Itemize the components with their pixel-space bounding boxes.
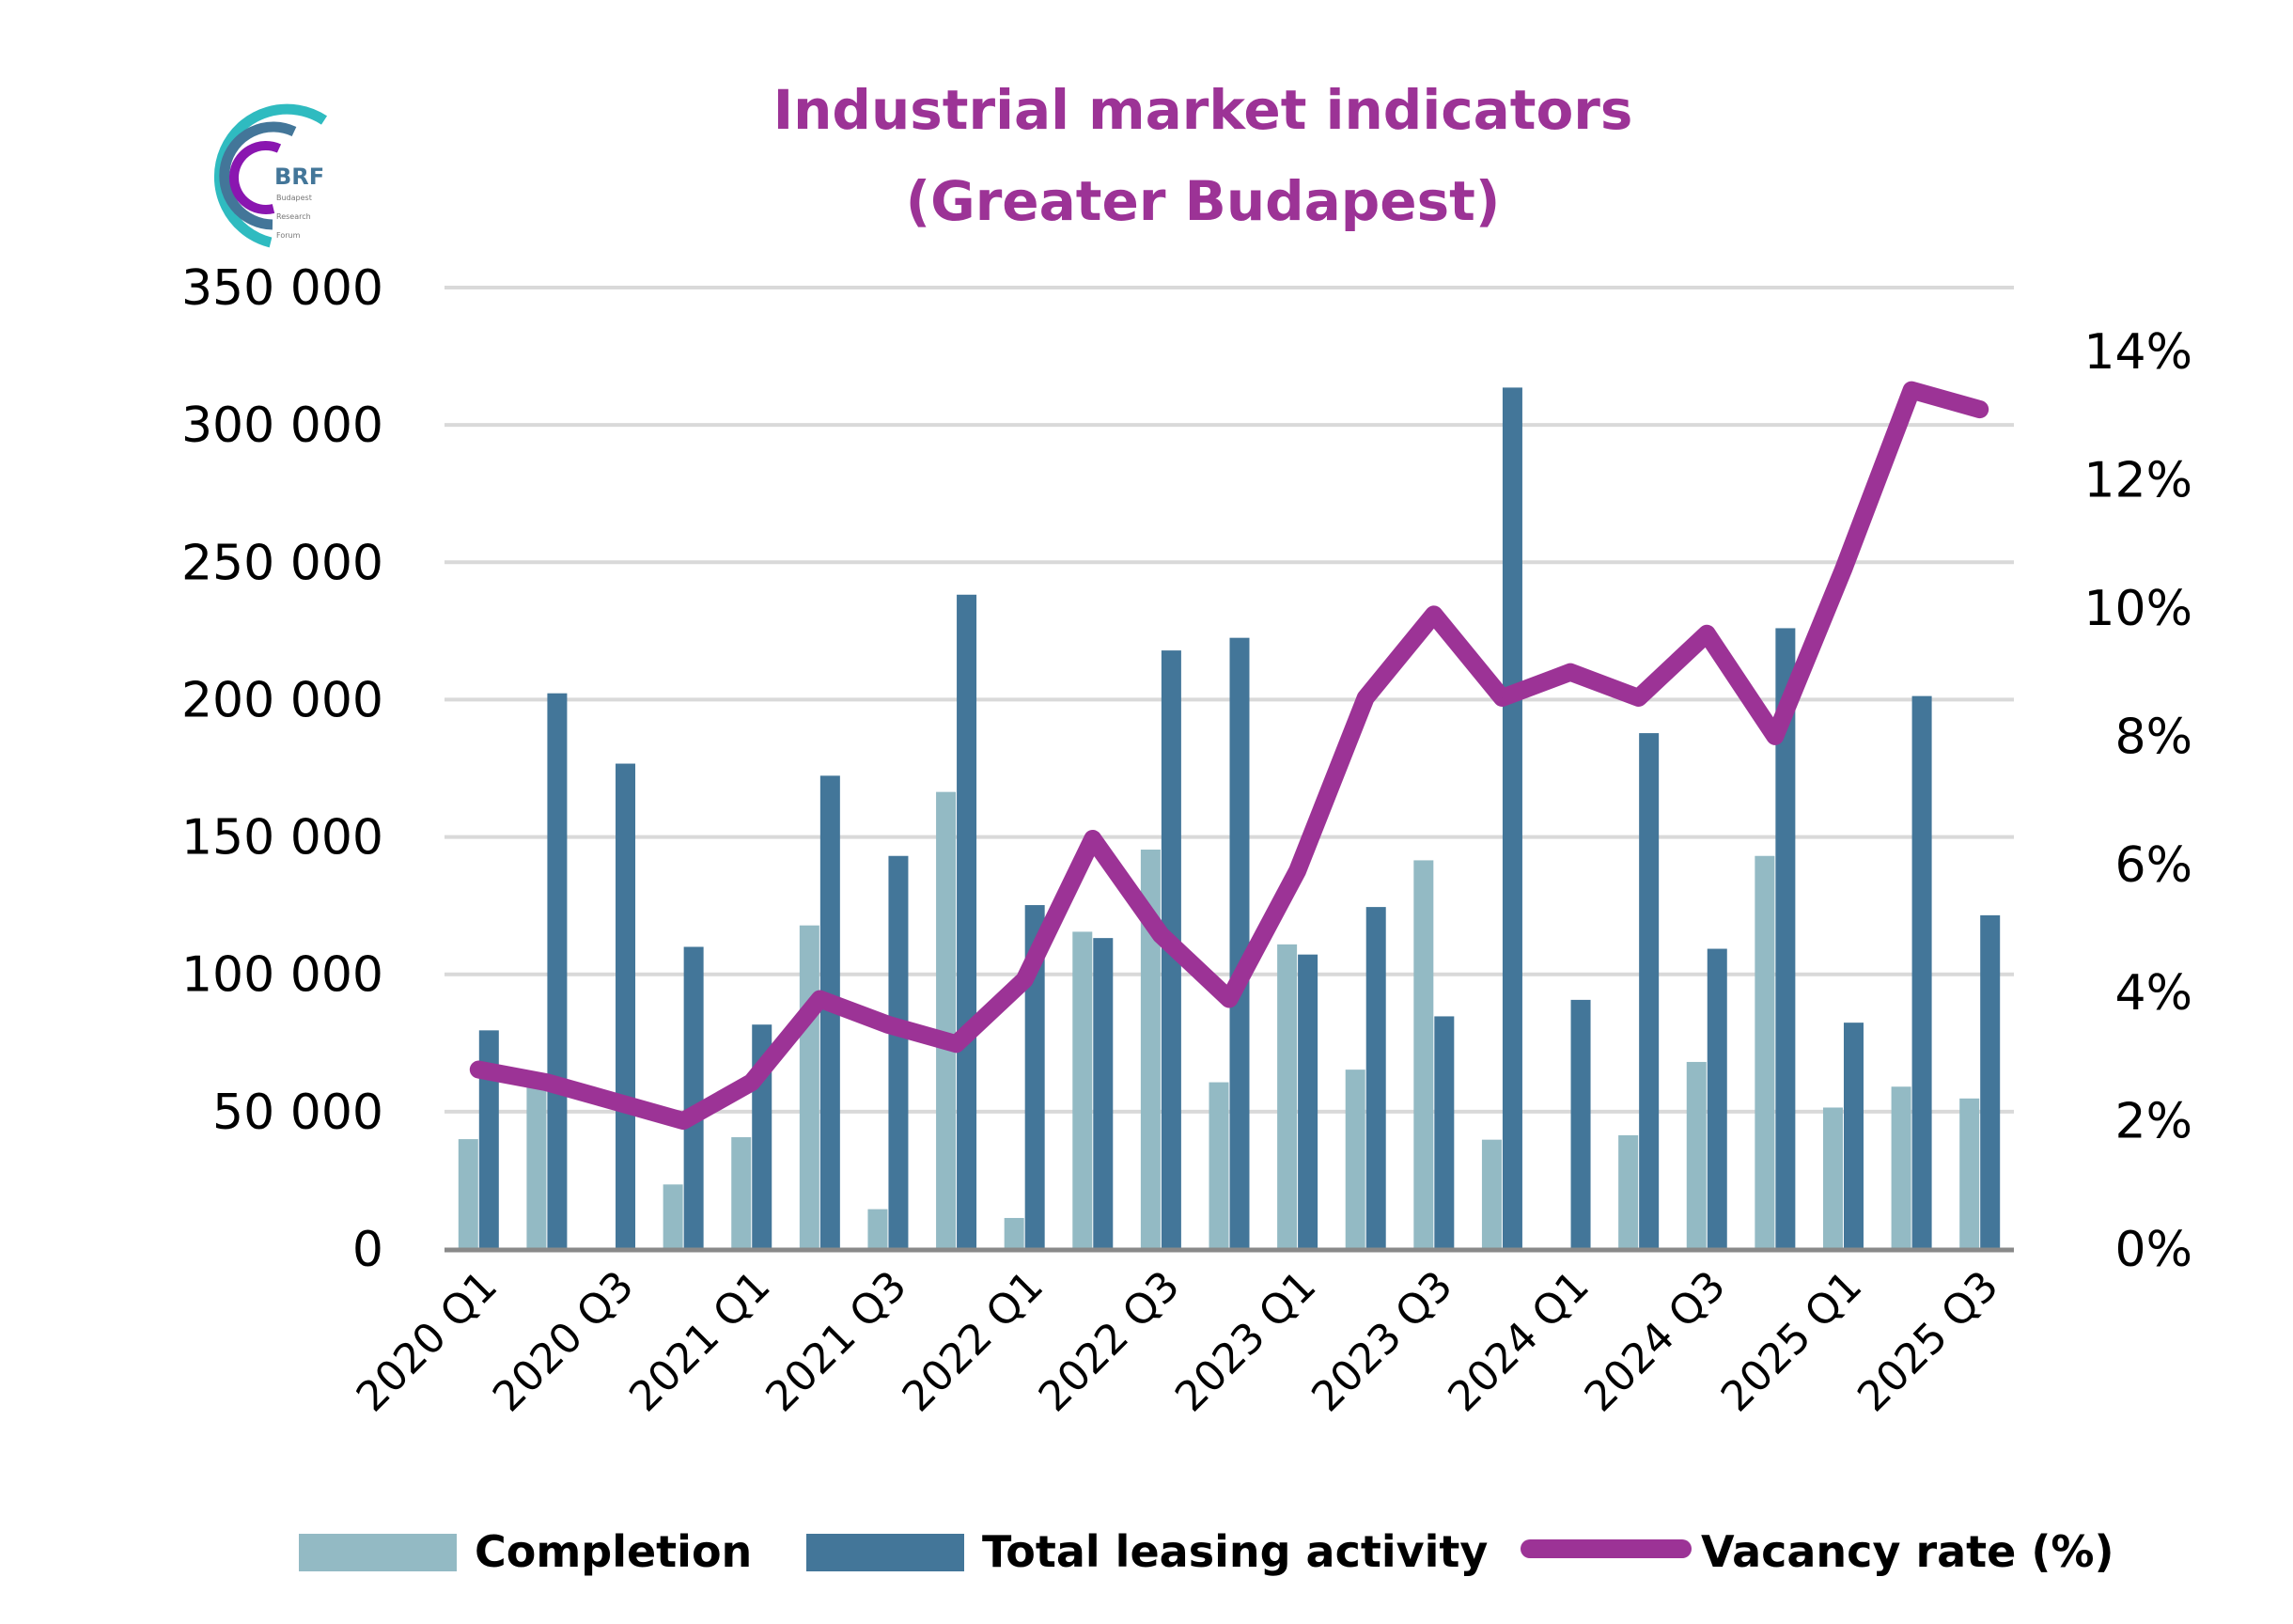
completion-bar <box>1140 850 1161 1249</box>
completion-bar <box>1755 855 1775 1249</box>
legend-swatch-completion <box>299 1534 457 1571</box>
y-left-tick-label: 350 000 <box>181 260 383 317</box>
chart-title: Industrial market indicators <box>773 78 1633 142</box>
leasing-bar <box>1775 628 1796 1249</box>
bars <box>458 387 2001 1250</box>
legend: Completion Total leasing activity Vacanc… <box>299 1526 2114 1577</box>
completion-bar <box>663 1184 683 1249</box>
chart-subtitle: (Greater Budapest) <box>906 169 1501 233</box>
completion-bar <box>1686 1061 1707 1249</box>
y-left-tick-label: 300 000 <box>181 398 383 454</box>
y-axis-left: 0 50 000 100 000 150 000 200 000 250 000 300 0… <box>181 260 383 1278</box>
completion-bar <box>799 925 819 1249</box>
y-right-tick-label: 4% <box>2115 965 2193 1022</box>
y-left-tick-label: 50 000 <box>212 1085 383 1141</box>
completion-bar <box>1822 1107 1843 1249</box>
leasing-bar <box>1639 733 1660 1249</box>
x-tick-label: 2022 Q3 <box>1030 1262 1189 1421</box>
completion-bar <box>1209 1082 1229 1249</box>
x-tick-label: 2021 Q3 <box>757 1262 915 1421</box>
completion-bar <box>731 1137 752 1249</box>
leasing-bar <box>888 855 909 1249</box>
leasing-bar <box>1024 905 1045 1249</box>
leasing-bar <box>1911 695 1932 1249</box>
x-tick-label: 2024 Q1 <box>1439 1262 1598 1421</box>
brf-logo: BRF Budapest Research Forum <box>213 103 328 248</box>
x-tick-label: 2025 Q1 <box>1712 1262 1871 1421</box>
logo-outer-arc <box>213 103 328 248</box>
y-right-tick-label: 6% <box>2115 837 2193 894</box>
leasing-bar <box>1229 637 1250 1249</box>
y-left-tick-label: 0 <box>352 1222 383 1278</box>
y-right-tick-label: 14% <box>2083 324 2192 381</box>
logo-subline: Forum <box>276 231 301 240</box>
completion-bar <box>1618 1134 1639 1249</box>
y-right-tick-label: 0% <box>2115 1222 2193 1278</box>
leasing-bar <box>1570 999 1591 1249</box>
y-left-tick-label: 100 000 <box>181 947 383 1004</box>
legend-swatch-total-leasing <box>806 1534 964 1571</box>
completion-bar <box>1891 1086 1911 1249</box>
x-tick-label: 2020 Q3 <box>484 1262 643 1421</box>
vacancy-rate-line <box>469 381 1989 1131</box>
leasing-bar <box>1298 954 1318 1249</box>
leasing-bar <box>478 1030 499 1249</box>
vacancy-line-layer <box>469 381 1989 1131</box>
leasing-bar <box>1843 1023 1864 1249</box>
completion-bar <box>1959 1098 1980 1249</box>
completion-bar <box>526 1084 547 1249</box>
completion-bar <box>867 1209 888 1249</box>
y-right-tick-label: 10% <box>2083 581 2192 637</box>
leasing-bar <box>683 946 704 1249</box>
x-tick-label: 2023 Q1 <box>1166 1262 1325 1421</box>
leasing-bar <box>957 594 977 1249</box>
x-tick-label: 2022 Q1 <box>894 1262 1053 1421</box>
logo-middle-arc <box>219 121 297 230</box>
logo-subline: Research <box>276 212 311 221</box>
y-right-tick-label: 2% <box>2115 1094 2193 1150</box>
logo-subline: Budapest <box>276 194 312 202</box>
leasing-bar <box>1434 1016 1455 1249</box>
x-tick-label: 2020 Q1 <box>348 1262 507 1421</box>
completion-bar <box>936 791 957 1249</box>
y-right-tick-label: 8% <box>2115 709 2193 765</box>
completion-bar <box>1004 1217 1024 1249</box>
leasing-bar <box>547 693 568 1249</box>
leasing-bar <box>1365 907 1386 1249</box>
x-tick-label: 2023 Q3 <box>1302 1262 1461 1421</box>
logo-text: BRF <box>274 164 324 190</box>
x-tick-label: 2024 Q3 <box>1576 1262 1735 1421</box>
y-left-tick-label: 200 000 <box>181 672 383 728</box>
y-right-tick-label: 12% <box>2083 453 2192 509</box>
completion-bar <box>1345 1070 1365 1249</box>
leasing-bar <box>616 763 636 1249</box>
completion-bar <box>1413 860 1434 1249</box>
completion-bar <box>1277 944 1298 1249</box>
legend-label-total-leasing: Total leasing activity <box>982 1526 1488 1577</box>
completion-bar <box>1481 1139 1502 1249</box>
completion-bar <box>1072 931 1093 1249</box>
x-tick-label: 2021 Q1 <box>620 1262 779 1421</box>
legend-label-vacancy-rate: Vacancy rate (%) <box>1701 1526 2114 1577</box>
legend-label-completion: Completion <box>475 1526 752 1577</box>
leasing-bar <box>1980 914 2001 1249</box>
x-tick-label: 2025 Q3 <box>1848 1262 2007 1421</box>
y-axis-right: 0% 2% 4% 6% 8% 10% 12% 14% <box>2083 324 2192 1278</box>
leasing-bar <box>1707 948 1727 1249</box>
leasing-bar <box>1093 938 1114 1249</box>
logo-inner-arc <box>228 140 282 214</box>
y-left-tick-label: 250 000 <box>181 535 383 591</box>
completion-bar <box>458 1139 478 1249</box>
leasing-bar <box>1502 387 1522 1250</box>
y-left-tick-label: 150 000 <box>181 810 383 867</box>
